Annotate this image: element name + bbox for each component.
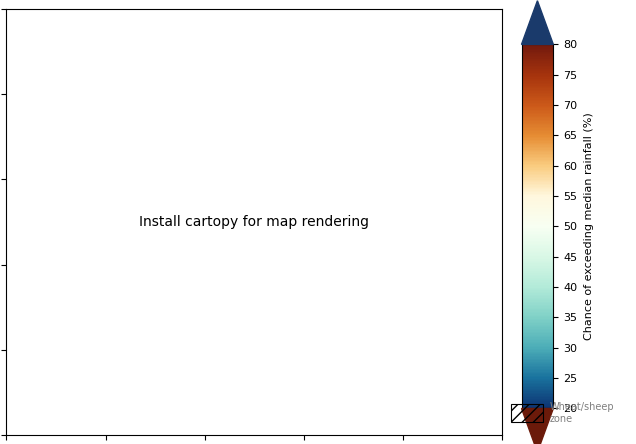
Polygon shape [522, 1, 553, 44]
Text: Wheat/sheep
zone: Wheat/sheep zone [550, 402, 614, 424]
Y-axis label: Chance of exceeding median rainfall (%): Chance of exceeding median rainfall (%) [584, 113, 594, 340]
Text: Install cartopy for map rendering: Install cartopy for map rendering [139, 215, 370, 229]
Bar [511, 404, 543, 422]
Polygon shape [522, 408, 553, 444]
